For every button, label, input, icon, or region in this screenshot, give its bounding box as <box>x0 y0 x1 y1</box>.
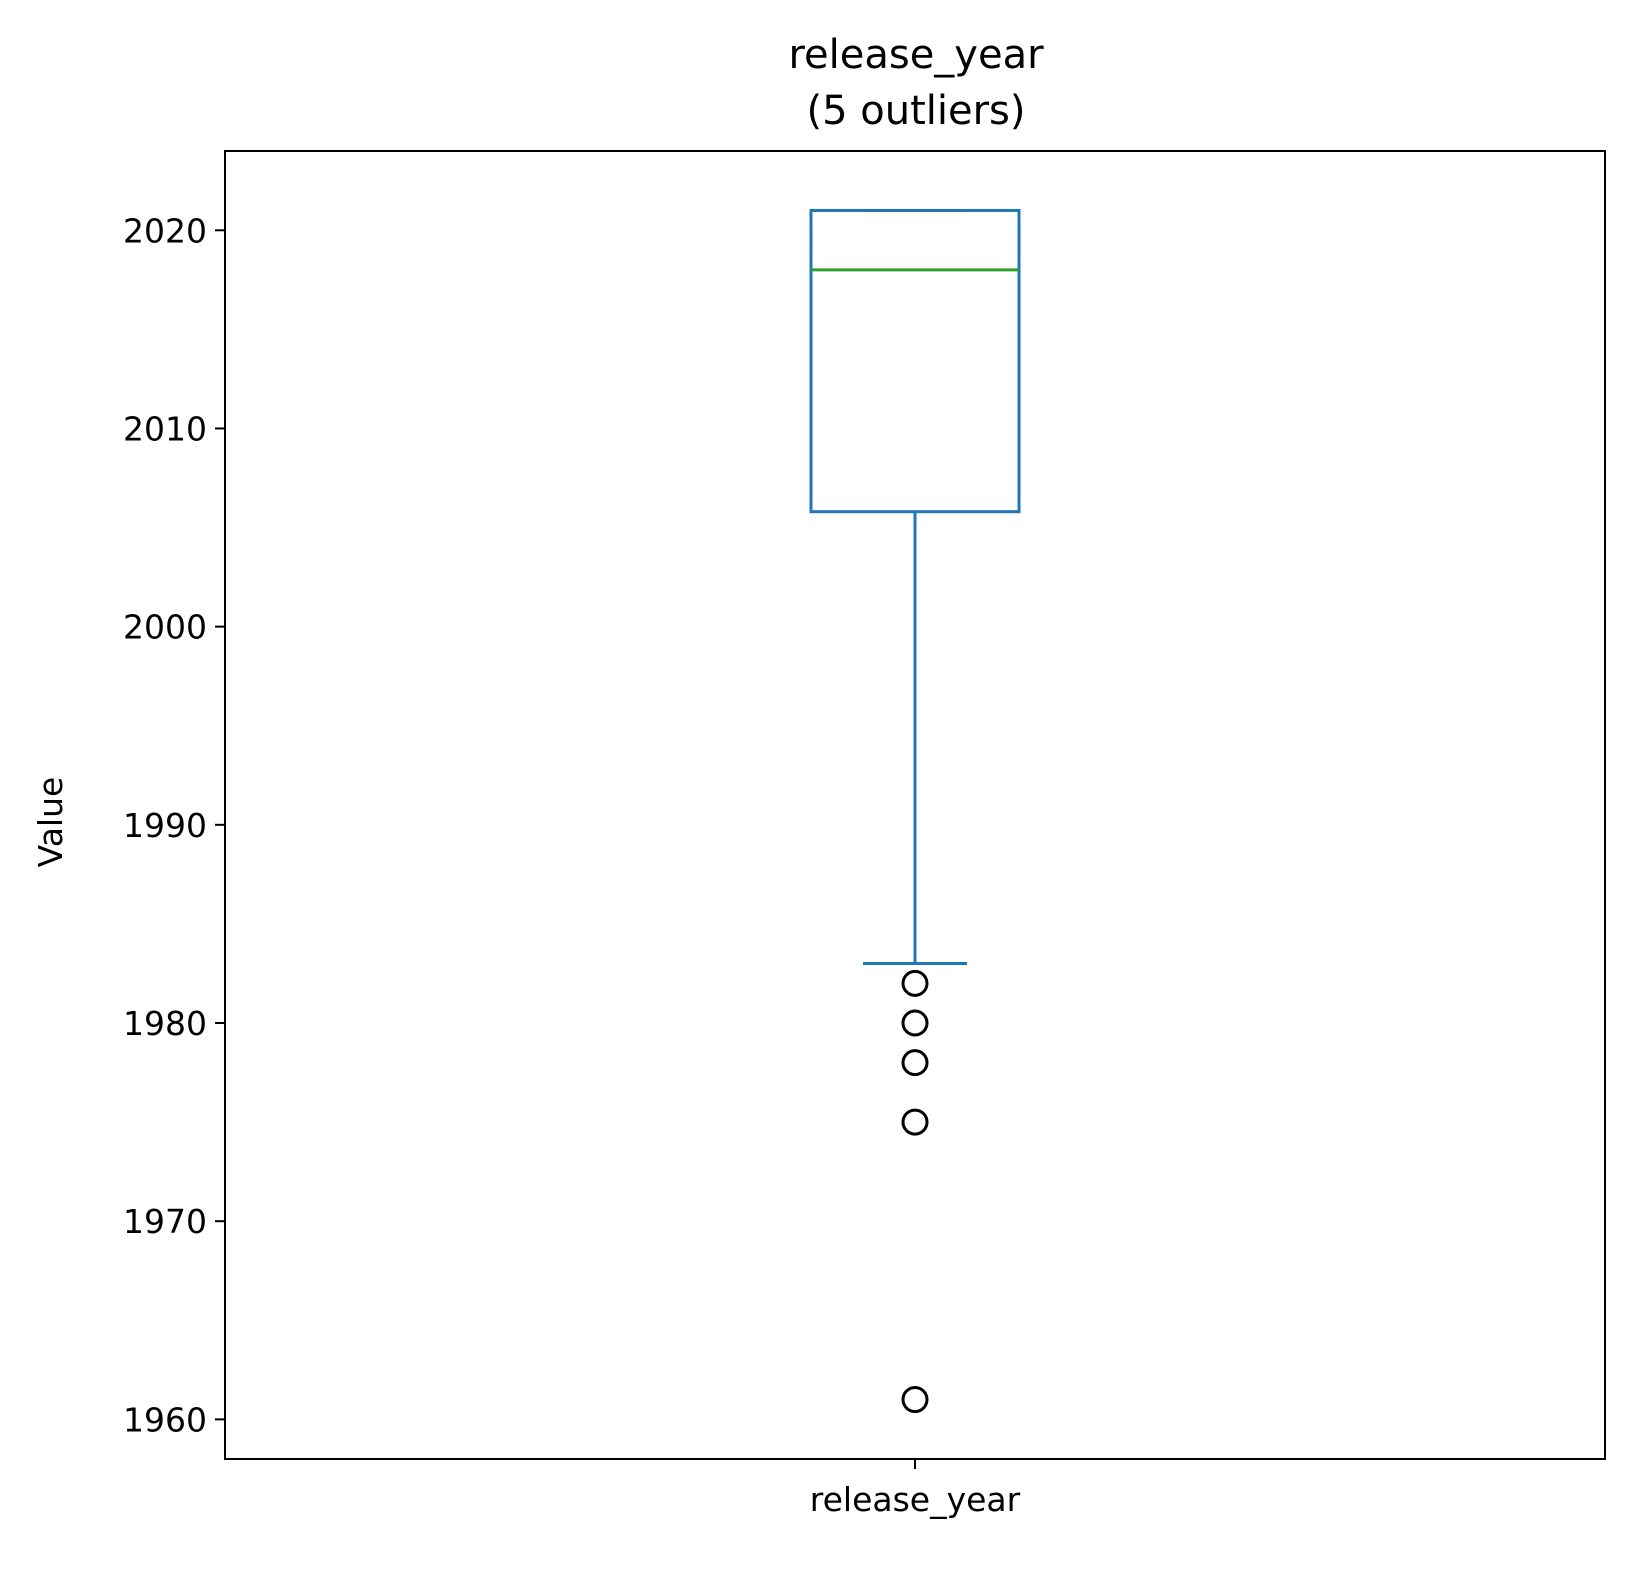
y-tick-label: 1970 <box>123 1202 207 1241</box>
y-tick-label: 2000 <box>123 608 207 647</box>
y-tick-label: 2010 <box>123 409 207 448</box>
iqr-box <box>809 208 1021 514</box>
y-tick-label: 1980 <box>123 1004 207 1043</box>
chart-title: release_year <box>788 32 1044 78</box>
plot-area: 1960 1970 1980 1990 2000 2010 2020 release_year <box>123 150 1606 1519</box>
outlier-point <box>901 1049 929 1077</box>
outlier-point <box>901 1108 929 1136</box>
y-tick-label: 1960 <box>123 1400 207 1439</box>
outlier-point <box>901 1386 929 1414</box>
outlier-point <box>901 969 929 997</box>
y-tick-label: 1990 <box>123 806 207 845</box>
outlier-point <box>901 1009 929 1037</box>
x-tick-label: release_year <box>810 1480 1021 1519</box>
y-tick-label: 2020 <box>123 211 207 250</box>
y-axis-label: Value <box>31 777 70 868</box>
chart-subtitle: (5 outliers) <box>806 88 1025 134</box>
